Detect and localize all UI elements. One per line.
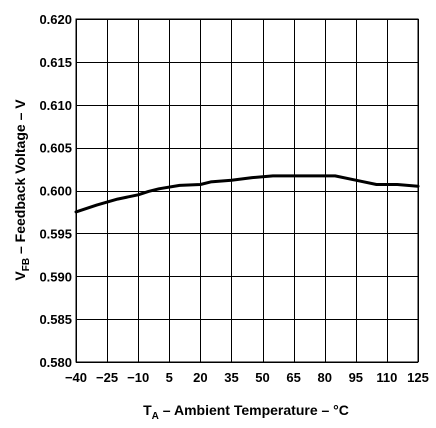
x-tick-label: −40: [65, 370, 87, 385]
x-tick-label: 20: [193, 370, 207, 385]
series-layer: [74, 174, 420, 214]
y-axis-label-main: V: [12, 271, 28, 281]
grid-layer: [76, 19, 419, 363]
x-tick-labels: −40 −25 −10 5 20 35 50 65 80 95 110 125: [65, 370, 429, 385]
x-tick-label: 50: [255, 370, 269, 385]
x-axis-label-main: T: [143, 402, 152, 418]
y-tick-label: 0.590: [39, 269, 72, 284]
x-tick-label: 125: [407, 370, 429, 385]
x-axis-label-subscript: A: [152, 411, 159, 422]
y-tick-label: 0.580: [39, 355, 72, 370]
x-tick-label: 80: [317, 370, 331, 385]
x-axis-label: TA – Ambient Temperature – °C: [143, 402, 349, 422]
x-tick-label: 35: [224, 370, 238, 385]
y-tick-label: 0.615: [39, 55, 72, 70]
y-tick-label: 0.620: [39, 12, 72, 27]
plot-frame: [75, 18, 419, 363]
y-axis-label: VFB – Feedback Voltage – V: [12, 99, 32, 281]
y-tick-label: 0.600: [39, 184, 72, 199]
x-tick-label: 65: [286, 370, 300, 385]
y-tick-label: 0.605: [39, 141, 72, 156]
x-tick-label: −25: [96, 370, 118, 385]
x-tick-label: −10: [127, 370, 149, 385]
y-axis-label-subscript: FB: [21, 258, 32, 271]
x-axis-label-rest: – Ambient Temperature – °C: [159, 402, 349, 418]
x-tick-label: 95: [349, 370, 363, 385]
x-tick-label: 110: [376, 370, 397, 385]
y-axis-label-rest: – Feedback Voltage – V: [12, 99, 28, 258]
y-tick-label: 0.610: [39, 98, 72, 113]
feedback-voltage-line: [74, 174, 420, 214]
x-tick-label: 5: [166, 370, 173, 385]
y-tick-label: 0.585: [39, 312, 72, 327]
y-tick-label: 0.595: [39, 226, 72, 241]
y-tick-labels: 0.580 0.585 0.590 0.595 0.600 0.605 0.610 0.615…: [39, 12, 72, 370]
